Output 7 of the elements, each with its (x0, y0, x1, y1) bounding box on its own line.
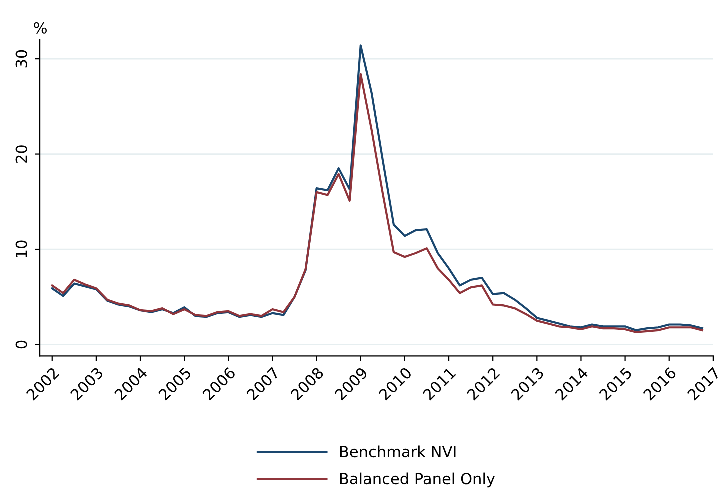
legend-label: Balanced Panel Only (340, 472, 496, 488)
y-tick-label: 20 (16, 146, 28, 163)
y-tick-label: 10 (16, 240, 28, 258)
y-tick-label: 30 (16, 50, 28, 68)
y-axis-title: % (34, 22, 47, 34)
y-tick-label: 0 (16, 340, 28, 349)
legend-label: Benchmark NVI (340, 446, 456, 458)
